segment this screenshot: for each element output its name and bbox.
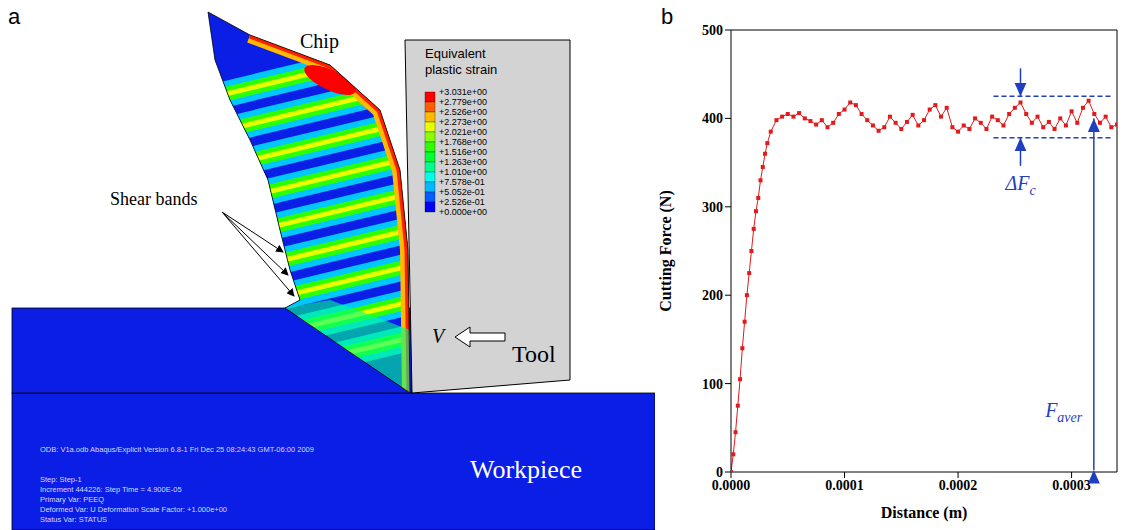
- svg-text:Deformed Var: U Deformation: Deformed Var: U Deformation Scale Factor…: [40, 505, 227, 514]
- svg-text:Status Var: STATUS: Status Var: STATUS: [40, 515, 107, 524]
- svg-text:Primary Var: PEEQ: Primary Var: PEEQ: [40, 495, 104, 504]
- svg-text:Tool: Tool: [512, 341, 556, 367]
- svg-text:+1.263e+00: +1.263e+00: [439, 157, 487, 167]
- svg-text:Faver: Faver: [1044, 399, 1083, 425]
- svg-text:400: 400: [702, 111, 723, 126]
- svg-text:ΔFc: ΔFc: [1004, 172, 1036, 198]
- svg-text:+2.526e-01: +2.526e-01: [439, 197, 485, 207]
- svg-text:+5.052e-01: +5.052e-01: [439, 187, 485, 197]
- svg-text:+1.010e+00: +1.010e+00: [439, 167, 487, 177]
- svg-text:Chip: Chip: [300, 30, 339, 53]
- svg-text:plastic strain: plastic strain: [425, 62, 497, 77]
- svg-text:V: V: [432, 325, 447, 347]
- svg-text:Cutting Force (N): Cutting Force (N): [657, 190, 675, 311]
- svg-text:Workpiece: Workpiece: [470, 455, 582, 484]
- svg-text:0: 0: [716, 465, 723, 480]
- svg-text:0.0000: 0.0000: [712, 478, 751, 493]
- svg-text:0.0002: 0.0002: [939, 478, 978, 493]
- svg-text:Step: Step-1: Step: Step-1: [40, 475, 82, 484]
- svg-text:a: a: [8, 4, 21, 29]
- svg-text:0.0001: 0.0001: [825, 478, 864, 493]
- svg-text:300: 300: [702, 200, 723, 215]
- svg-text:+3.031e+00: +3.031e+00: [439, 87, 487, 97]
- svg-text:0.0003: 0.0003: [1052, 478, 1091, 493]
- svg-text:200: 200: [702, 288, 723, 303]
- svg-text:500: 500: [702, 23, 723, 38]
- svg-text:+1.768e+00: +1.768e+00: [439, 137, 487, 147]
- svg-text:+7.578e-01: +7.578e-01: [439, 177, 485, 187]
- svg-text:Increment 444226: Step Time =: Increment 444226: Step Time = 4.900E-05: [40, 485, 182, 494]
- svg-text:+0.000e+00: +0.000e+00: [439, 207, 487, 217]
- svg-text:+2.779e+00: +2.779e+00: [439, 97, 487, 107]
- svg-text:+2.526e+00: +2.526e+00: [439, 107, 487, 117]
- svg-text:Shear bands: Shear bands: [110, 189, 197, 209]
- svg-text:+2.021e+00: +2.021e+00: [439, 127, 487, 137]
- svg-text:+1.516e+00: +1.516e+00: [439, 147, 487, 157]
- svg-text:b: b: [661, 4, 673, 29]
- svg-text:+2.273e+00: +2.273e+00: [439, 117, 487, 127]
- svg-text:Distance (m): Distance (m): [881, 504, 968, 522]
- svg-text:Equivalent: Equivalent: [425, 46, 486, 61]
- svg-text:100: 100: [702, 377, 723, 392]
- svg-text:ODB: V1a.odb Abaqus/Explicit: ODB: V1a.odb Abaqus/Explicit Version 6.8…: [40, 445, 314, 454]
